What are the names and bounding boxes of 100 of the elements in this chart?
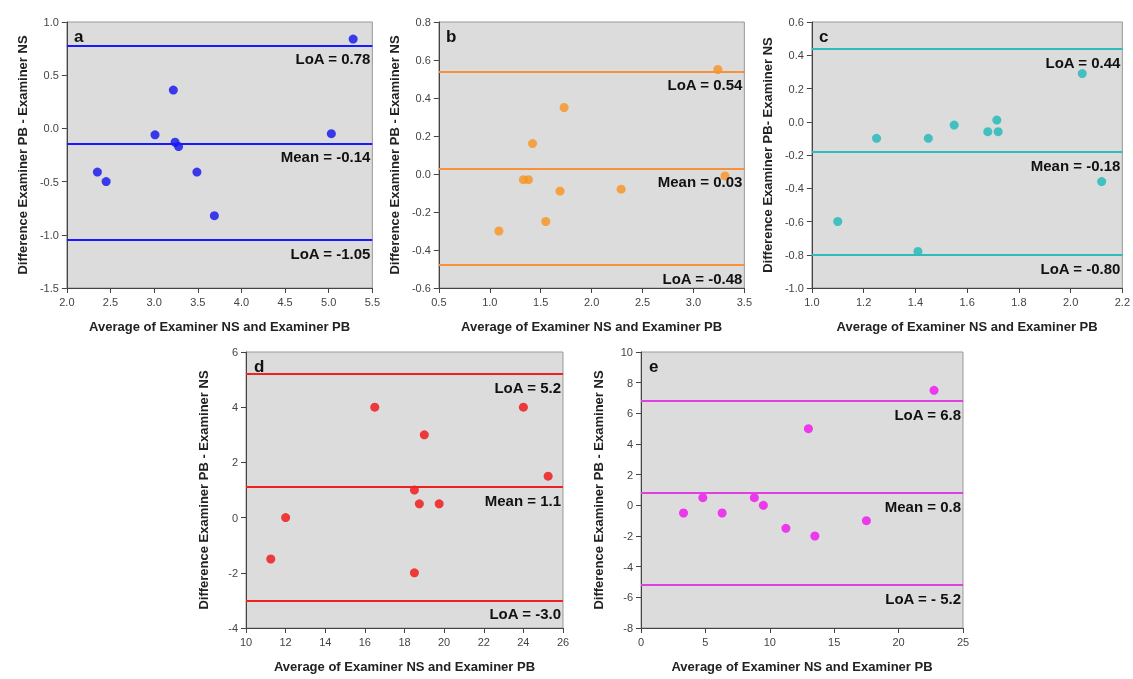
ref-line-label: LoA = 5.2 <box>494 379 561 397</box>
point <box>370 402 380 412</box>
y-tick-label: -1.0 <box>39 228 59 241</box>
x-tick-label: 2.0 <box>583 295 600 308</box>
point <box>861 516 871 526</box>
point <box>993 127 1003 137</box>
y-tick-label: 0.6 <box>788 16 804 28</box>
x-tick-label: 2.0 <box>1062 295 1079 308</box>
y-tick-label: 0.0 <box>43 122 59 135</box>
y-tick-label: 10 <box>620 346 633 358</box>
point <box>168 85 178 95</box>
y-tick-label: -0.5 <box>39 175 59 188</box>
x-tick-label: 5.0 <box>321 295 337 308</box>
x-tick-label: 20 <box>438 635 451 648</box>
x-tick-label: 16 <box>358 635 371 648</box>
x-tick-label: 3.5 <box>190 295 206 308</box>
point <box>1077 69 1087 79</box>
point <box>698 493 708 503</box>
point <box>281 513 291 523</box>
x-axis-title: Average of Examiner NS and Examiner PB <box>836 319 1098 334</box>
point <box>992 115 1002 125</box>
x-tick-label: 15 <box>828 635 841 648</box>
ref-line-label: LoA = - 5.2 <box>885 590 961 608</box>
point <box>717 508 727 518</box>
y-tick-label: -2 <box>228 566 238 579</box>
y-tick-label: 4 <box>626 438 633 450</box>
point <box>758 500 768 510</box>
x-tick-label: 2.0 <box>59 295 75 308</box>
x-tick-label: 25 <box>956 635 970 648</box>
point <box>434 499 444 509</box>
ref-line-label: LoA = 6.8 <box>894 406 961 424</box>
point <box>923 133 933 143</box>
x-tick-label: 12 <box>279 635 292 648</box>
x-axis-title: Average of Examiner NS and Examiner PB <box>273 659 536 674</box>
point <box>209 211 219 221</box>
x-tick-label: 4.5 <box>277 295 293 308</box>
y-tick-label: 0 <box>231 511 238 524</box>
y-tick-label: 2 <box>626 468 633 481</box>
x-tick-label: 24 <box>517 635 530 648</box>
y-tick-label: -8 <box>623 622 633 634</box>
x-tick-label: 2.2 <box>1114 295 1130 308</box>
point <box>494 226 504 236</box>
y-tick-label: 0.4 <box>788 49 804 62</box>
chart-title: b <box>446 27 457 46</box>
x-axis-title: Average of Examiner NS and Examiner PB <box>671 659 933 674</box>
x-tick-label: 20 <box>892 635 905 648</box>
point <box>541 217 551 226</box>
point <box>518 402 528 412</box>
point <box>266 554 276 564</box>
x-axis-title: Average of Examiner NS and Examiner PB <box>461 319 723 334</box>
y-tick-label: 0 <box>626 499 633 512</box>
point <box>559 103 569 112</box>
x-tick-label: 1.4 <box>907 295 923 308</box>
point <box>555 186 565 196</box>
y-tick-label: -1.5 <box>39 282 59 294</box>
x-tick-label: 10 <box>763 635 776 648</box>
y-tick-label: -2 <box>623 530 633 542</box>
y-axis-title: Difference Examiner PB - Examiner NS <box>387 35 402 275</box>
ref-line-label: LoA = -0.80 <box>1040 259 1121 277</box>
ref-line-label: LoA = -0.48 <box>662 270 743 288</box>
ref-line-label: Mean = 0.8 <box>884 498 961 516</box>
y-tick-label: -0.2 <box>411 206 431 218</box>
x-tick-label: 22 <box>477 635 490 648</box>
x-tick-label: 5 <box>702 635 709 648</box>
ref-line-label: Mean = -0.14 <box>280 148 371 166</box>
point <box>1097 177 1107 187</box>
point <box>414 499 424 509</box>
x-tick-label: 1.6 <box>959 295 975 308</box>
point <box>929 385 939 395</box>
point <box>419 430 429 440</box>
y-tick-label: -6 <box>623 591 633 604</box>
y-axis-title: Difference Examiner PB - Examiner NS <box>591 370 606 610</box>
point <box>543 471 553 481</box>
y-tick-label: 0.0 <box>788 115 804 128</box>
point <box>92 167 102 177</box>
chart-title: c <box>819 27 829 46</box>
point <box>749 493 759 503</box>
y-tick-label: 0.5 <box>43 69 59 82</box>
x-tick-label: 1.8 <box>1011 295 1027 308</box>
ref-line-label: Mean = 0.03 <box>657 173 743 191</box>
point <box>523 175 533 185</box>
y-tick-label: 8 <box>626 376 633 389</box>
y-tick-label: -0.4 <box>784 182 804 195</box>
point <box>833 217 843 226</box>
chart-title: d <box>254 357 265 376</box>
y-tick-label: 0.8 <box>415 16 431 28</box>
y-tick-label: 4 <box>231 401 238 414</box>
x-tick-label: 1.5 <box>533 295 549 308</box>
y-tick-label: 0.2 <box>415 130 431 142</box>
point <box>679 508 688 518</box>
point <box>616 184 626 194</box>
y-tick-label: 6 <box>231 346 238 358</box>
x-tick-label: 26 <box>556 635 570 648</box>
y-tick-label: 1.0 <box>43 16 59 28</box>
y-tick-label: -0.4 <box>411 244 431 256</box>
y-tick-label: 0.0 <box>415 168 431 180</box>
point <box>872 133 882 143</box>
y-tick-label: -0.8 <box>784 248 804 261</box>
point <box>150 130 160 140</box>
ref-line-label: LoA = 0.54 <box>667 76 744 94</box>
